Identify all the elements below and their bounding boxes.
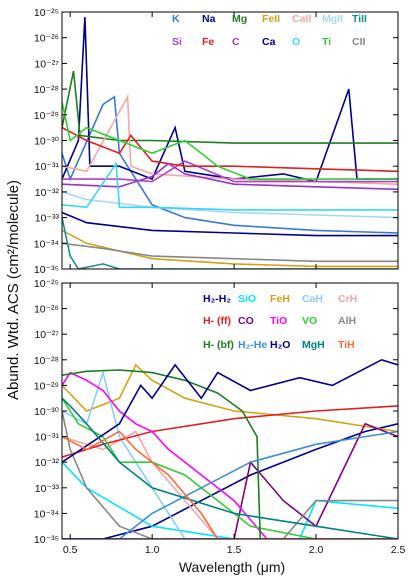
series-line-ti	[62, 101, 398, 180]
legend-entry: Na	[202, 13, 216, 25]
x-axis-title: Wavelength (μm)	[179, 559, 285, 575]
y-tick-label: 10⁻²⁸	[34, 355, 59, 367]
series-line-tih	[62, 430, 398, 539]
legend: K Na Mg FeII CaII MgII TiII Si Fe C Ca O Ti CII	[172, 13, 367, 48]
legend-entry: Mg	[232, 13, 247, 25]
series-line-tio	[62, 371, 398, 539]
legend-entry: CO	[238, 315, 254, 327]
legend-entry: H- (ff)	[203, 315, 231, 327]
legend-entry: Ti	[322, 36, 331, 48]
y-tick-label: 10⁻³⁵	[34, 264, 59, 276]
series-line-o	[62, 161, 398, 211]
y-axis-title: Abund. Wtd. ACS (cm²/molecule)	[5, 180, 22, 400]
y-tick-label: 10⁻²⁶	[34, 304, 59, 316]
x-tick-label: 1.5	[227, 544, 242, 556]
series-line-mg	[62, 70, 398, 144]
y-tick-label: 10⁻²⁵	[34, 7, 59, 19]
series-line-k	[62, 95, 398, 234]
y-tick-label: 10⁻²⁷	[34, 58, 59, 70]
series-group	[62, 17, 398, 269]
legend-entry: FeH	[270, 293, 290, 305]
y-tick-label: 10⁻²⁹	[34, 380, 59, 392]
y-tick-label: 10⁻³¹	[35, 161, 60, 173]
legend-entry: MgII	[322, 13, 343, 25]
y-tick-label: 10⁻³³	[35, 483, 60, 495]
series-line-c	[62, 162, 398, 191]
legend-entry: H₂-H₂	[203, 293, 231, 305]
legend-entry: H- (bf)	[203, 339, 234, 351]
legend-entry: Ca	[262, 36, 276, 48]
legend-entry: H₂-He	[238, 339, 267, 351]
legend-entry: O	[292, 36, 300, 48]
legend-entry: C	[232, 36, 240, 48]
series-line-fe	[62, 126, 398, 173]
series-line-feh	[62, 363, 398, 433]
legend-entry: FeII	[262, 13, 280, 25]
x-axis-label: Wavelength (μm)	[179, 559, 285, 575]
legend-entry: SiO	[238, 293, 256, 305]
series-line-na	[62, 17, 398, 183]
y-tick-label: 10⁻²⁶	[34, 33, 59, 45]
legend-entry: CII	[352, 36, 366, 48]
bottom-panel: 10⁻³⁵ 10⁻³⁴ 10⁻³³ 10⁻³² 10⁻³¹ 10⁻³⁰ 10⁻²⁹ 10⁻²⁸…	[34, 278, 406, 556]
x-tick-label: 2.0	[309, 544, 324, 556]
legend-entry: Fe	[202, 36, 214, 48]
series-line-si	[62, 160, 398, 183]
legend-entry: CaH	[302, 293, 323, 305]
y-tick-label: 10⁻³¹	[35, 432, 60, 444]
series-line-mgh	[62, 397, 398, 539]
series-line-h-o	[62, 358, 398, 463]
series-line-feii	[62, 229, 398, 268]
series-line-vo	[62, 397, 398, 539]
x-tick-label: 2.5	[391, 544, 406, 556]
y-tick-label: 10⁻³⁴	[34, 508, 59, 520]
y-axis-label: Abund. Wtd. ACS (cm²/molecule)	[5, 180, 22, 400]
y-tick-label: 10⁻³⁵	[34, 534, 59, 546]
legend-entry: VO	[302, 315, 317, 327]
legend-entry: AlH	[338, 315, 356, 327]
legend-entry: CrH	[338, 293, 357, 305]
legend-entry: Si	[172, 36, 182, 48]
series-line-h-bf	[62, 369, 262, 539]
y-tick-label: 10⁻²⁸	[34, 84, 59, 96]
y-tick-label: 10⁻²⁷	[34, 329, 59, 341]
legend-entry: CaII	[292, 13, 311, 25]
legend-entry: H₂O	[270, 339, 290, 351]
legend-entry: TiH	[338, 339, 355, 351]
y-tick-label: 10⁻²⁹	[34, 110, 59, 122]
legend: H₂-H₂ SiO FeH CaH CrH H- (ff) CO TiO VO AlH H- (bf…	[203, 293, 357, 351]
top-panel: 10⁻³⁵ 10⁻³⁴ 10⁻³³ 10⁻³² 10⁻³¹ 10⁻³⁰ 10⁻²⁹ 10⁻²⁸…	[34, 7, 399, 276]
legend-entry: MgH	[302, 339, 325, 351]
legend-entry: TiII	[352, 13, 367, 25]
series-line-h-he	[62, 430, 398, 539]
series-line-ca	[62, 211, 398, 237]
x-tick-label: 0.5	[63, 544, 78, 556]
series-line-h-h	[62, 423, 398, 539]
series-line-h-ff	[62, 405, 398, 458]
series-line-cii	[62, 242, 398, 263]
series-line-mgii	[62, 191, 398, 219]
legend-entry: K	[172, 13, 180, 25]
series-line-co	[62, 422, 398, 539]
series-group	[62, 358, 398, 539]
y-tick-label: 10⁻²⁵	[34, 278, 59, 290]
series-line-alh	[62, 410, 398, 539]
y-tick-label: 10⁻³⁴	[34, 238, 59, 250]
y-tick-label: 10⁻³²	[35, 187, 60, 199]
x-tick-label: 1.0	[145, 544, 160, 556]
y-tick-label: 10⁻³³	[35, 213, 60, 225]
y-tick-label: 10⁻³⁰	[34, 406, 60, 418]
series-line-tiii	[62, 217, 398, 269]
y-tick-label: 10⁻³⁰	[34, 136, 60, 148]
legend-entry: TiO	[270, 315, 287, 327]
y-tick-label: 10⁻³²	[35, 457, 60, 469]
